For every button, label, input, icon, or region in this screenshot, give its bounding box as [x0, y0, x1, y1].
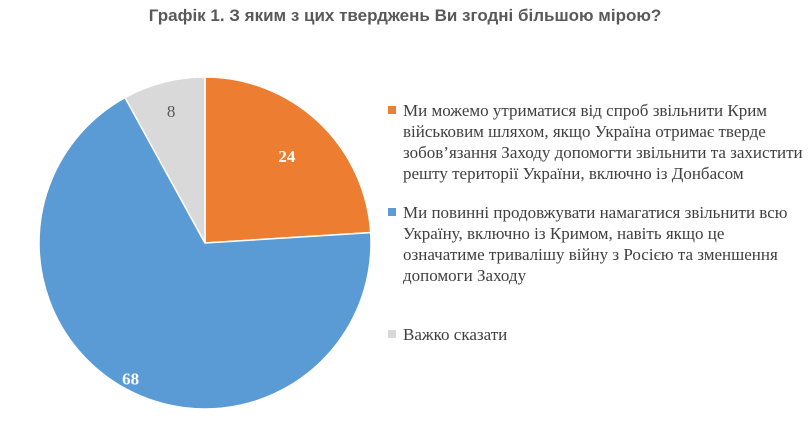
slice-hard-to-say: [124, 76, 206, 244]
chart-title: Графік 1. З яким з цих тверджень Ви згод…: [148, 6, 662, 25]
legend-swatch-hard-to-say: [388, 330, 396, 338]
legend-item-liberate-all: Ми повинні продовжувати намагатися звіль…: [388, 202, 803, 286]
legend-item-hard-to-say: Важко сказати: [388, 324, 803, 345]
slice-commitment: [204, 76, 372, 244]
legend-item-commitment: Ми можемо утриматися від спроб звільнити…: [388, 100, 803, 184]
legend-swatch-liberate-all: [388, 208, 396, 216]
data-label-liberate-all: 68: [122, 369, 139, 388]
legend-label-liberate-all: Ми повинні продовжувати намагатися звіль…: [403, 203, 788, 285]
data-label-commitment: 24: [278, 147, 296, 166]
legend-label-hard-to-say: Важко сказати: [403, 325, 508, 344]
slice-liberate-all: [38, 96, 372, 410]
data-label-hard-to-say: 8: [167, 102, 176, 121]
legend: Ми можемо утриматися від спроб звільнити…: [388, 100, 803, 345]
legend-label-commitment: Ми можемо утриматися від спроб звільнити…: [403, 101, 803, 183]
legend-swatch-commitment: [388, 106, 396, 114]
